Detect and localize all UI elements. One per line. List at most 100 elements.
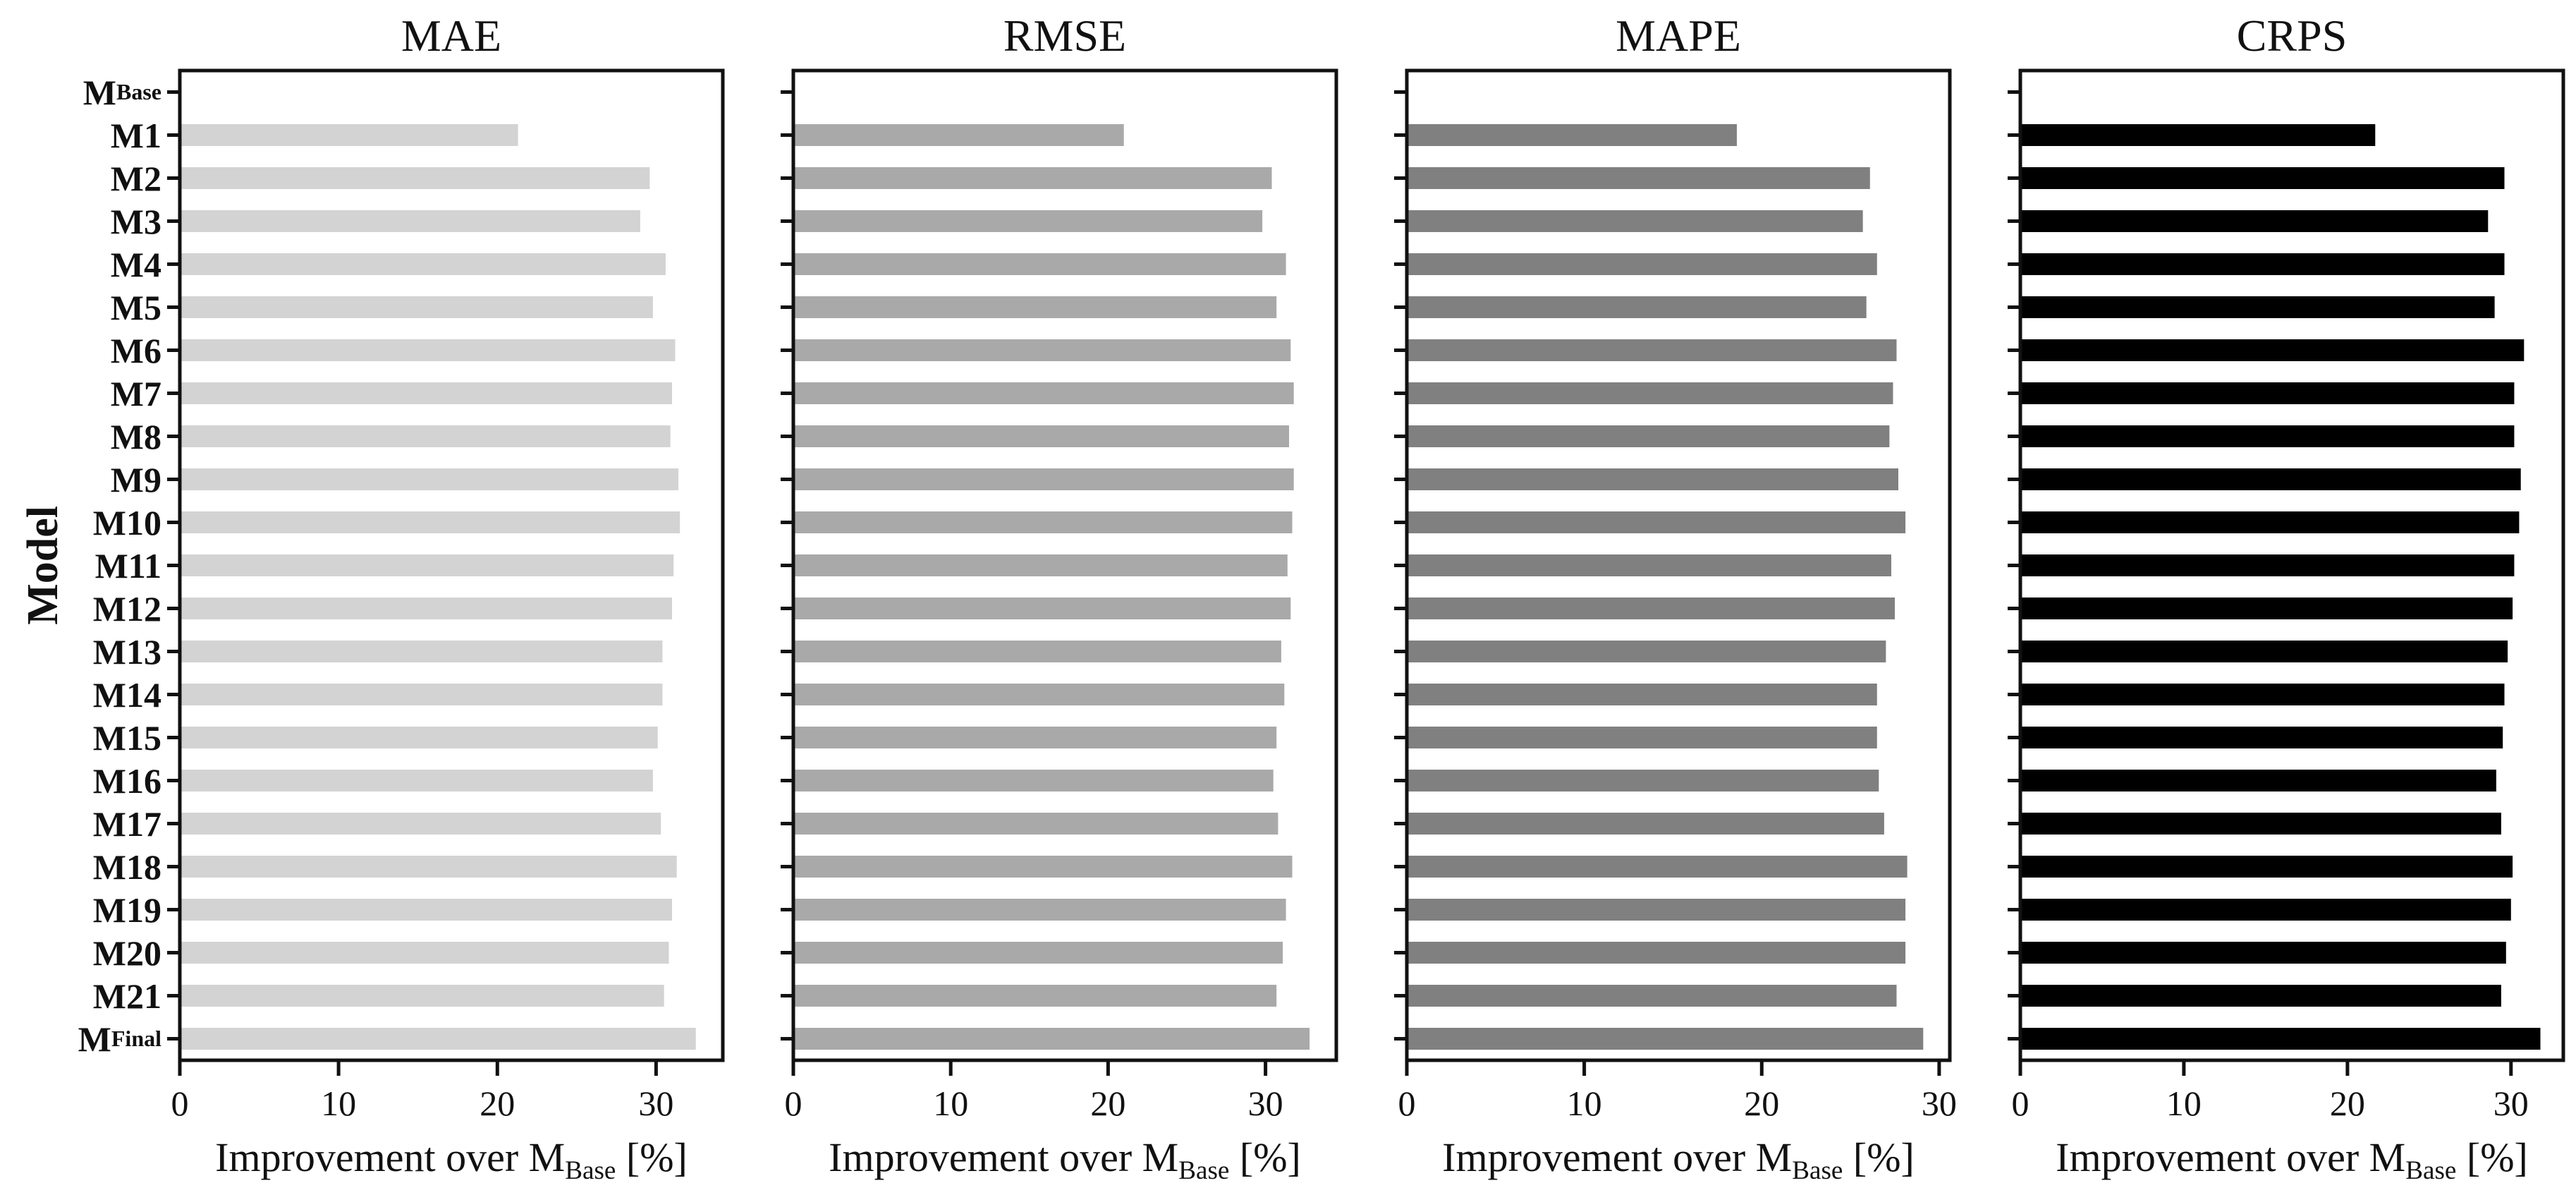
x-axis-label-subscript: Base (2405, 1156, 2457, 1186)
y-tick-label-text: M9 (110, 459, 161, 499)
bar (793, 339, 1291, 361)
bar (793, 296, 1277, 318)
y-tick-label: M15 (0, 716, 161, 759)
bar (1407, 598, 1895, 619)
bar-chart-crps: 0 10 20 30 (2008, 68, 2565, 1123)
y-tick-label: M Base (0, 71, 161, 114)
bar (1407, 813, 1884, 835)
x-axis-label-subscript: Base (1792, 1156, 1843, 1186)
bar (2020, 296, 2495, 318)
bar (2020, 985, 2501, 1007)
x-tick-label: 10 (933, 1084, 968, 1123)
plot-border (1405, 68, 1952, 1062)
y-tick-label-text: M18 (92, 847, 161, 887)
bar (180, 684, 663, 705)
x-tick-label: 20 (480, 1084, 515, 1123)
bar (793, 856, 1293, 878)
x-axis-label: Improvement over MBase [%] (793, 1126, 1336, 1189)
bar (2020, 425, 2515, 447)
bar (180, 253, 666, 275)
bar (180, 167, 650, 189)
y-tick-label: M9 (0, 458, 161, 501)
y-tick-label-text: M16 (92, 760, 161, 801)
bar (793, 167, 1272, 189)
bar (180, 899, 672, 921)
x-tick-label: 20 (1744, 1084, 1779, 1123)
x-tick-label: 30 (638, 1084, 673, 1123)
bar (793, 598, 1291, 619)
bar (2020, 727, 2503, 748)
bar (180, 1028, 696, 1050)
x-tick-label: 20 (1090, 1084, 1125, 1123)
bar (2020, 511, 2520, 533)
x-tick-label: 20 (2330, 1084, 2365, 1123)
bar (2020, 554, 2515, 576)
x-axis-label: Improvement over MBase [%] (180, 1126, 723, 1189)
bar (180, 210, 640, 232)
bar (2020, 684, 2505, 705)
bar (180, 813, 661, 835)
panel-title: MAPE (1616, 11, 1741, 61)
y-tick-label: M8 (0, 415, 161, 458)
bar (793, 468, 1294, 490)
panel-mae: MAE 0 10 20 30 Improvement over MBase [%] (167, 0, 725, 1195)
bar (1407, 210, 1863, 232)
bar (793, 770, 1274, 791)
x-axis-label-unit: [%] (1843, 1134, 1915, 1180)
bar (793, 425, 1289, 447)
y-tick-label: M18 (0, 845, 161, 888)
x-axis-label-text: Improvement over M (215, 1134, 566, 1180)
x-tick-label: 0 (785, 1084, 802, 1123)
bar (1407, 770, 1879, 791)
y-tick-label-text: M1 (110, 115, 161, 155)
y-tick-label-text: M13 (92, 631, 161, 672)
bar (1407, 124, 1737, 146)
x-axis-label-unit: [%] (2456, 1134, 2528, 1180)
y-tick-label-text: M19 (92, 890, 161, 930)
bar (1407, 339, 1897, 361)
y-tick-label: M21 (0, 974, 161, 1017)
bar (1407, 253, 1877, 275)
bar (2020, 942, 2506, 964)
bar (180, 856, 677, 878)
bar (2020, 641, 2508, 662)
x-tick-label: 30 (1922, 1084, 1957, 1123)
bar (2020, 339, 2525, 361)
y-tick-labels: M Base M1 M2 M3 M4 M5 M6 M7 M8 M9 M10 M11 M12 M13 M14 M1… (0, 71, 161, 1060)
panel-title: RMSE (1003, 11, 1127, 61)
y-tick-label: M2 (0, 157, 161, 200)
y-tick-label-text: M15 (92, 717, 161, 758)
bar (793, 210, 1263, 232)
bar (793, 124, 1124, 146)
bar (2020, 382, 2515, 404)
bar (793, 813, 1278, 835)
bar (2020, 210, 2489, 232)
y-tick-label-text: M20 (92, 933, 161, 973)
bar (2020, 856, 2513, 878)
x-tick-label: 0 (1398, 1084, 1416, 1123)
bar-chart-mape: 0 10 20 30 (1394, 68, 1957, 1123)
x-tick-label: 10 (1567, 1084, 1602, 1123)
y-tick-label-text: M17 (92, 803, 161, 844)
bar (180, 727, 658, 748)
x-axis-label-text: Improvement over M (2056, 1134, 2406, 1180)
bar (180, 124, 518, 146)
bar (793, 985, 1277, 1007)
plot-border (2018, 68, 2565, 1062)
bar (1407, 684, 1877, 705)
panel-crps: CRPS 0 10 20 30 Improvement over MBase [%] (2008, 0, 2565, 1195)
y-tick-label-text: M3 (110, 201, 161, 241)
bar (2020, 124, 2376, 146)
bar (793, 727, 1277, 748)
x-axis-label-subscript: Base (1178, 1156, 1230, 1186)
x-axis-label: Improvement over MBase [%] (2020, 1126, 2563, 1189)
x-tick-label: 30 (2493, 1084, 2529, 1123)
y-tick-label-text: M21 (92, 976, 161, 1016)
y-tick-label-text: M11 (94, 545, 161, 586)
bar (793, 641, 1281, 662)
bar (1407, 167, 1870, 189)
bar (180, 382, 672, 404)
y-tick-label-text: M (83, 72, 116, 112)
x-tick-label: 10 (2166, 1084, 2202, 1123)
